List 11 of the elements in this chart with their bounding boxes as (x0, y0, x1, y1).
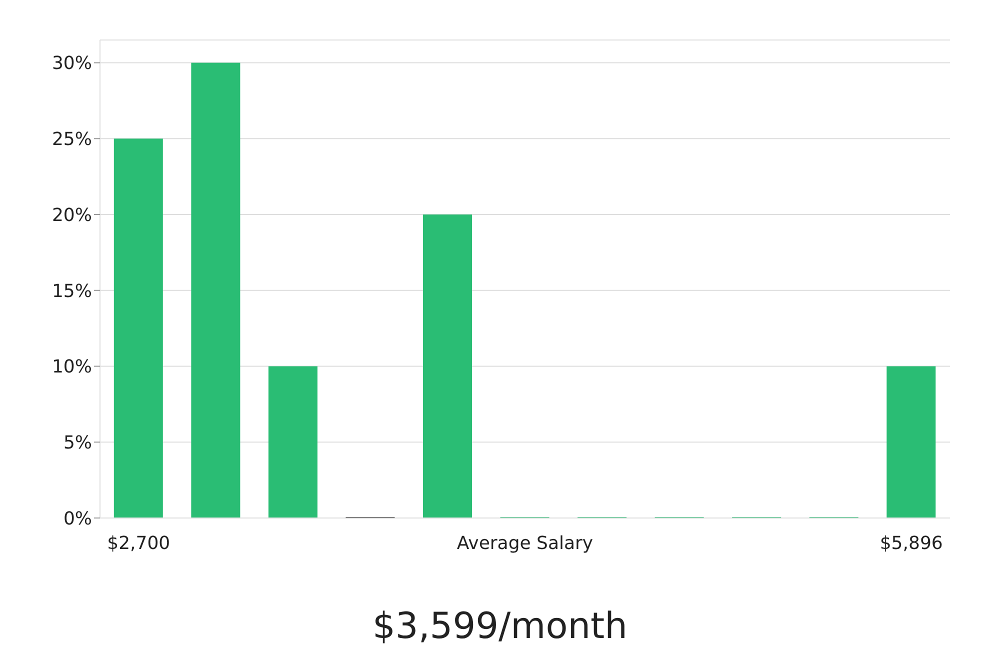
y-tick-label: 5% (63, 432, 92, 454)
x-tick-label: $2,700 (107, 532, 170, 554)
y-tick-label: 10% (52, 356, 92, 378)
text: $3,599/month (372, 606, 628, 647)
y-tick-label: 30% (52, 53, 92, 74)
x-tick-label: Average Salary (456, 532, 594, 554)
y-tick-label: 20% (52, 204, 92, 226)
y-tick-label: 15% (52, 280, 92, 302)
x-tick-label: $5,896 (880, 532, 943, 554)
y-tick-label: 0% (63, 508, 92, 530)
y-tick-label: 25% (52, 129, 92, 150)
